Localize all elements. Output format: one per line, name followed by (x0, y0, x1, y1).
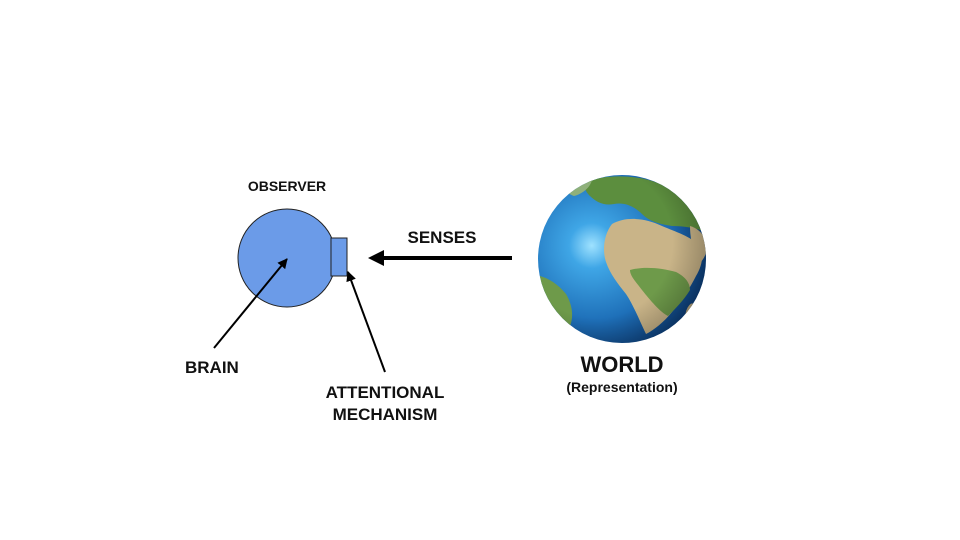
senses-arrow-head (368, 250, 384, 266)
world-globe (538, 175, 706, 343)
attention-label-line1: ATTENTIONAL (326, 383, 445, 402)
attention-label-line2: MECHANISM (333, 405, 438, 424)
world-subtitle: (Representation) (566, 379, 677, 395)
world-title: WORLD (580, 352, 663, 377)
observer-title: OBSERVER (248, 178, 326, 194)
attention-pointer-arrow (346, 271, 386, 373)
attentional-mechanism-box (330, 237, 348, 277)
brain-pointer-arrow (213, 258, 288, 349)
brain-circle (237, 208, 337, 308)
senses-label: SENSES (408, 228, 477, 247)
brain-label: BRAIN (185, 358, 239, 377)
